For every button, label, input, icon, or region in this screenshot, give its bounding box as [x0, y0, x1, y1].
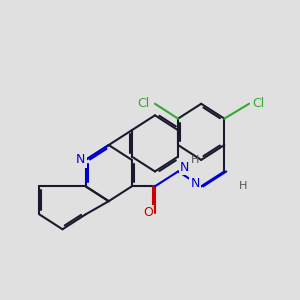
Text: H: H	[190, 155, 199, 165]
Text: N: N	[180, 161, 189, 174]
Text: O: O	[143, 206, 153, 219]
Text: N: N	[76, 153, 85, 167]
Text: Cl: Cl	[252, 97, 264, 110]
Text: H: H	[239, 181, 247, 191]
Text: Cl: Cl	[137, 97, 149, 110]
Text: N: N	[190, 177, 200, 190]
